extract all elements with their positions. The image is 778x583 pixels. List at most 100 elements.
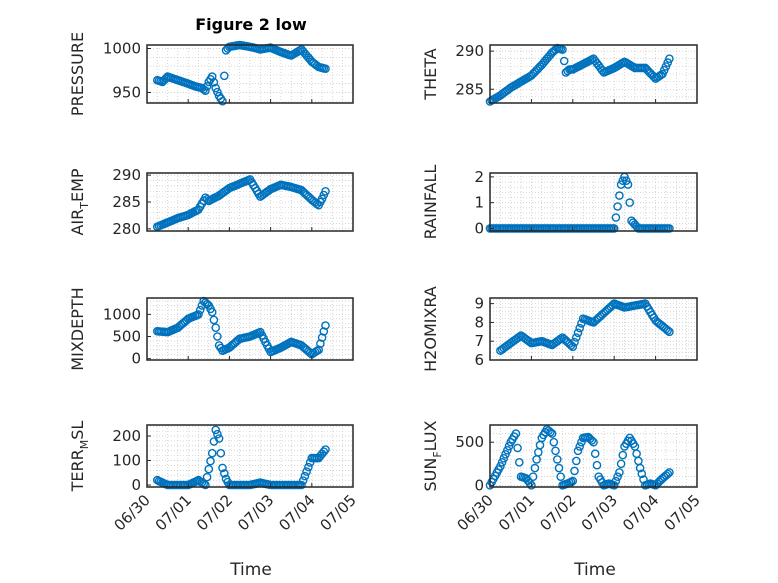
data-point xyxy=(300,471,310,481)
x-tick-label: 07/02 xyxy=(193,491,236,534)
data-point xyxy=(573,328,583,338)
data-point xyxy=(549,437,559,447)
data-point xyxy=(663,326,673,335)
data-point xyxy=(213,429,222,439)
data-point xyxy=(204,464,214,474)
subplot-mixdepth: 0 500 1000 MIXDEPTH xyxy=(68,287,354,371)
data-point xyxy=(570,337,579,347)
plot-frame xyxy=(489,44,698,104)
data-point xyxy=(535,440,545,450)
data-point xyxy=(665,468,674,477)
plot-frame xyxy=(489,424,698,488)
y-tick-label: 0 xyxy=(474,219,484,237)
data-point xyxy=(216,448,226,458)
data-point xyxy=(319,327,329,336)
data-point xyxy=(534,447,543,457)
y-axis-label: PRESSURE xyxy=(68,32,87,116)
data-point xyxy=(527,480,536,490)
x-tick-label: 07/04 xyxy=(619,491,662,534)
data-point xyxy=(194,310,203,319)
data-point xyxy=(568,342,578,352)
data-point xyxy=(314,345,324,355)
data-point xyxy=(613,202,622,211)
data-point xyxy=(209,78,219,87)
data-point xyxy=(616,459,626,469)
data-point xyxy=(553,455,562,464)
y-tick-label: 1 xyxy=(474,194,484,212)
data-point xyxy=(547,429,557,438)
data-point xyxy=(499,453,509,463)
plot-frame xyxy=(146,424,354,488)
subplot-theta: 285 290 THETA xyxy=(421,42,698,106)
data-point xyxy=(615,468,624,477)
data-point xyxy=(618,450,628,460)
data-point xyxy=(559,56,569,66)
data-point xyxy=(665,224,674,233)
y-tick-label: 200 xyxy=(112,427,141,445)
data-point xyxy=(556,334,566,344)
data-point xyxy=(207,72,217,81)
x-tick-label: 07/05 xyxy=(317,491,360,534)
y-tick-label: 0 xyxy=(131,350,141,368)
data-point xyxy=(202,472,212,482)
data-point xyxy=(635,463,645,473)
x-axis-label-right: Time xyxy=(573,560,616,580)
y-tick-label: 1000 xyxy=(103,40,141,58)
data-point xyxy=(219,71,229,81)
plot-frame xyxy=(489,172,698,232)
data-point xyxy=(589,437,598,447)
data-point xyxy=(528,472,538,482)
x-tick-label: 07/02 xyxy=(536,491,579,534)
x-tick-label: 06/30 xyxy=(111,491,154,534)
data-point xyxy=(209,315,219,325)
y-tick-label: 9 xyxy=(474,295,484,313)
data-point xyxy=(570,466,579,476)
data-point xyxy=(321,445,330,454)
x-tick-label: 07/03 xyxy=(234,491,277,534)
data-point xyxy=(556,472,566,482)
data-point xyxy=(572,456,581,466)
data-point xyxy=(213,332,222,341)
data-point xyxy=(558,45,567,54)
data-point xyxy=(623,180,633,189)
data-point xyxy=(298,476,308,485)
data-point xyxy=(321,321,330,330)
data-point xyxy=(211,425,220,435)
y-tick-label: 290 xyxy=(455,42,484,60)
y-tick-label: 280 xyxy=(112,220,141,238)
plot-frame xyxy=(146,44,354,104)
y-tick-label: 0 xyxy=(131,476,141,494)
data-point xyxy=(637,469,647,479)
data-point xyxy=(546,427,555,437)
data-point xyxy=(554,463,564,473)
data-point xyxy=(501,449,510,459)
data-point xyxy=(214,434,224,443)
data-point xyxy=(211,323,220,333)
data-point xyxy=(587,436,597,445)
data-point xyxy=(302,467,311,476)
x-tick-label: 07/05 xyxy=(661,491,704,534)
data-point xyxy=(321,64,330,73)
data-point xyxy=(513,443,522,453)
data-point xyxy=(665,327,674,337)
y-axis-label: H2OMIXRA xyxy=(421,286,440,372)
y-tick-label: 6 xyxy=(474,351,484,369)
data-point xyxy=(665,54,674,64)
data-point xyxy=(218,463,227,473)
data-point xyxy=(317,333,327,342)
data-point xyxy=(632,449,641,459)
y-axis-label: MIXDEPTH xyxy=(68,287,87,370)
x-tick-label: 07/01 xyxy=(495,491,538,534)
data-point xyxy=(590,449,600,459)
data-point xyxy=(622,176,631,185)
y-tick-label: 100 xyxy=(112,452,141,470)
data-point xyxy=(663,469,673,479)
subplot-pressure: 950 1000 PRESSURE xyxy=(68,32,354,116)
x-tick-label: 07/01 xyxy=(152,491,195,534)
data-point xyxy=(502,445,512,455)
data-point xyxy=(195,305,205,315)
data-point xyxy=(609,480,619,490)
